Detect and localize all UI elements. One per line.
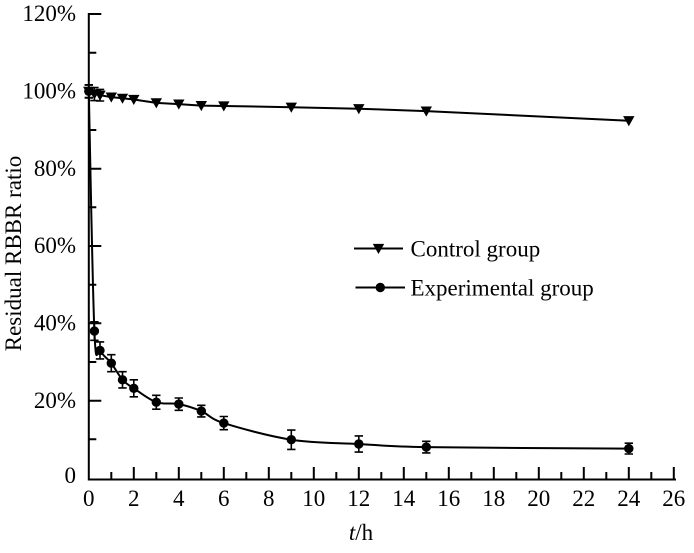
svg-text:120%: 120% — [22, 1, 76, 26]
svg-text:Residual RBBR ratio: Residual RBBR ratio — [1, 156, 26, 352]
svg-text:40%: 40% — [34, 311, 76, 336]
svg-text:18: 18 — [482, 486, 505, 511]
svg-text:10: 10 — [302, 486, 325, 511]
svg-text:100%: 100% — [22, 79, 76, 104]
svg-text:4: 4 — [173, 486, 185, 511]
svg-text:0: 0 — [83, 486, 95, 511]
svg-text:Control group: Control group — [411, 236, 541, 261]
svg-text:24: 24 — [617, 486, 641, 511]
svg-text:12: 12 — [347, 486, 370, 511]
svg-text:60%: 60% — [34, 233, 76, 258]
svg-text:6: 6 — [218, 486, 230, 511]
svg-text:8: 8 — [263, 486, 275, 511]
svg-text:2: 2 — [128, 486, 140, 511]
svg-text:20%: 20% — [34, 388, 76, 413]
svg-text:Experimental group: Experimental group — [411, 275, 594, 300]
svg-text:16: 16 — [437, 486, 460, 511]
svg-text:14: 14 — [392, 486, 416, 511]
svg-text:26: 26 — [662, 486, 685, 511]
svg-text:80%: 80% — [34, 156, 76, 181]
svg-text:20: 20 — [527, 486, 550, 511]
svg-text:t/h: t/h — [349, 520, 374, 545]
svg-text:22: 22 — [572, 486, 595, 511]
svg-text:0: 0 — [65, 463, 77, 488]
